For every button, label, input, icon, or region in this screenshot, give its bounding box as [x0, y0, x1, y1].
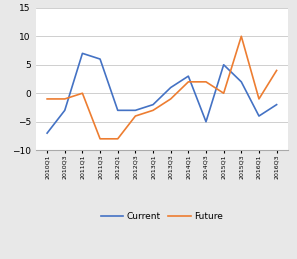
Future [63, 97, 67, 100]
Current [187, 75, 190, 78]
Future [204, 80, 208, 83]
Current [239, 80, 243, 83]
Future [187, 80, 190, 83]
Current [169, 86, 173, 89]
Line: Future: Future [47, 36, 277, 139]
Current [151, 103, 155, 106]
Line: Current: Current [47, 53, 277, 133]
Current [98, 57, 102, 61]
Legend: Current, Future: Current, Future [97, 209, 227, 225]
Future [81, 92, 84, 95]
Current [134, 109, 137, 112]
Current [116, 109, 119, 112]
Current [257, 114, 261, 118]
Future [239, 35, 243, 38]
Current [63, 109, 67, 112]
Future [169, 97, 173, 100]
Future [222, 92, 225, 95]
Current [275, 103, 278, 106]
Current [45, 132, 49, 135]
Current [81, 52, 84, 55]
Future [98, 137, 102, 140]
Future [151, 109, 155, 112]
Future [275, 69, 278, 72]
Future [116, 137, 119, 140]
Future [134, 114, 137, 118]
Future [257, 97, 261, 100]
Future [45, 97, 49, 100]
Current [222, 63, 225, 66]
Current [204, 120, 208, 123]
